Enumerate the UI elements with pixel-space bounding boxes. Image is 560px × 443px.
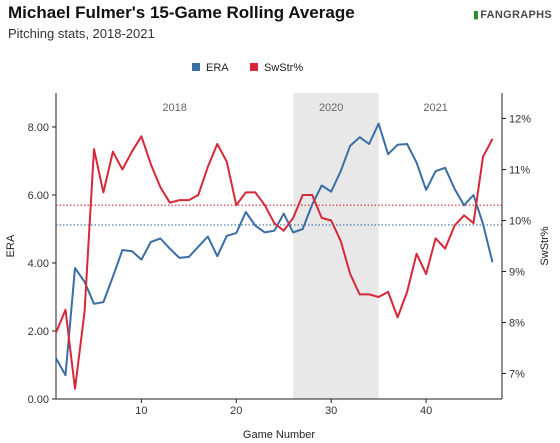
y2-tick-label: 11% (509, 165, 530, 177)
season-label-2018: 2018 (162, 102, 186, 114)
x-tick-label: 40 (420, 405, 432, 417)
chart-subtitle: Pitching stats, 2018-2021 (8, 26, 155, 41)
y-tick-label: 8.00 (28, 122, 49, 134)
season-label-2021: 2021 (423, 102, 447, 114)
y-tick-label: 0.00 (28, 394, 49, 406)
legend-label-era: ERA (206, 62, 229, 74)
chart-title: Michael Fulmer's 15-Game Rolling Average (8, 3, 355, 22)
y2-tick-label: 8% (509, 318, 525, 330)
y-axis-title: ERA (5, 234, 17, 257)
series-line-swstr (55, 135, 494, 390)
y-tick-label: 6.00 (28, 190, 49, 202)
legend-swatch-era (192, 63, 200, 71)
x-axis-title: Game Number (243, 429, 315, 441)
legend-label-swstr: SwStr% (264, 62, 303, 74)
legend-swatch-swstr (250, 63, 258, 71)
y-tick-label: 4.00 (28, 258, 49, 270)
y2-axis-title: SwStr% (539, 226, 551, 265)
y2-tick-label: 7% (509, 369, 525, 381)
series-line-era (55, 122, 494, 377)
fangraphs-logo: ▮FANGRAPHS (473, 8, 552, 21)
y2-tick-label: 9% (509, 267, 525, 279)
season-2020-shade (293, 93, 379, 399)
x-tick-label: 20 (230, 405, 242, 417)
x-tick-label: 10 (135, 405, 147, 417)
y2-tick-label: 10% (509, 216, 531, 228)
y-tick-label: 2.00 (28, 326, 49, 338)
season-label-2020: 2020 (319, 102, 343, 114)
logo-text: FANGRAPHS (480, 9, 552, 21)
y2-tick-label: 12% (509, 114, 531, 126)
logo-mark-icon: ▮ (472, 9, 480, 21)
x-tick-label: 30 (325, 405, 337, 417)
series-points-era (55, 123, 493, 376)
series-points-swstr (55, 136, 493, 389)
